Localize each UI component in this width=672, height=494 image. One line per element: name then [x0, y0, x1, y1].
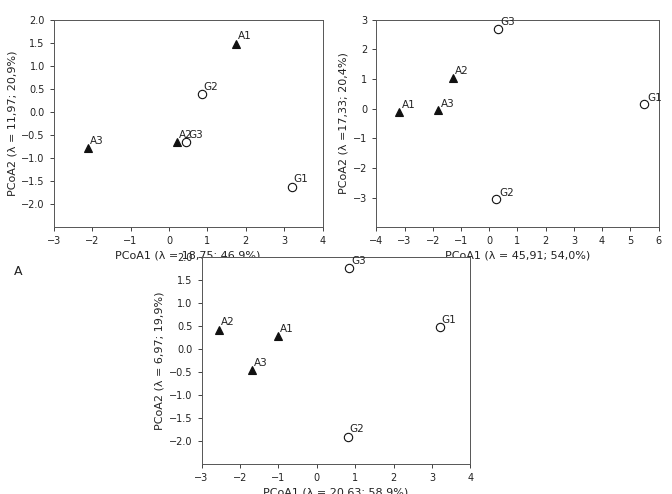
Text: G2: G2 — [204, 82, 218, 92]
Text: A3: A3 — [90, 136, 104, 146]
Text: G1: G1 — [294, 174, 308, 184]
Text: A2: A2 — [179, 129, 192, 140]
Text: A1: A1 — [238, 32, 252, 41]
X-axis label: PCoA1 (λ = 18,75; 46,9%): PCoA1 (λ = 18,75; 46,9%) — [116, 250, 261, 260]
Y-axis label: PCoA2 (λ = 11,97; 20,9%): PCoA2 (λ = 11,97; 20,9%) — [7, 51, 17, 196]
Text: A2: A2 — [221, 318, 235, 328]
Text: G2: G2 — [349, 424, 364, 434]
Text: A3: A3 — [442, 99, 455, 109]
Text: A: A — [13, 265, 22, 278]
Text: A1: A1 — [402, 100, 415, 110]
Y-axis label: PCoA2 (λ =17,33; 20,4%): PCoA2 (λ =17,33; 20,4%) — [339, 52, 349, 195]
X-axis label: PCoA1 (λ = 45,91; 54,0%): PCoA1 (λ = 45,91; 54,0%) — [445, 250, 590, 260]
Text: A1: A1 — [280, 324, 294, 334]
Text: A2: A2 — [456, 66, 469, 76]
Text: G1: G1 — [442, 315, 456, 325]
Text: G3: G3 — [351, 256, 366, 266]
Text: B: B — [334, 265, 343, 278]
Text: G3: G3 — [188, 129, 203, 140]
X-axis label: PCoA1 (λ = 20,63; 58,9%): PCoA1 (λ = 20,63; 58,9%) — [263, 488, 409, 494]
Y-axis label: PCoA2 (λ = 6,97; 19,9%): PCoA2 (λ = 6,97; 19,9%) — [155, 291, 165, 430]
Text: G3: G3 — [501, 17, 515, 27]
Text: A3: A3 — [253, 358, 267, 368]
Text: G1: G1 — [647, 93, 662, 103]
Text: G2: G2 — [499, 188, 514, 198]
